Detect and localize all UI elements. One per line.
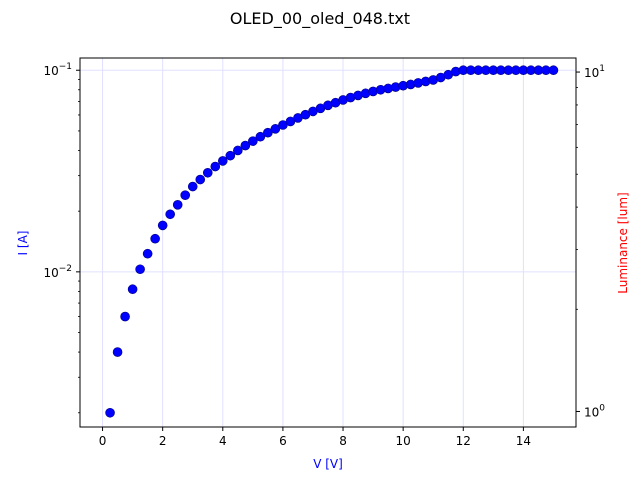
data-point bbox=[210, 161, 221, 172]
chart-title: OLED_00_oled_048.txt bbox=[230, 9, 410, 29]
y-axis-label: I [A] bbox=[16, 231, 30, 256]
data-point bbox=[150, 233, 160, 244]
y-axis-label-right: Luminance [lum] bbox=[616, 192, 630, 293]
data-point bbox=[548, 65, 559, 76]
data-point bbox=[248, 136, 258, 146]
data-point bbox=[172, 200, 183, 210]
x-tick-label: 14 bbox=[516, 434, 531, 448]
data-point bbox=[105, 407, 115, 418]
data-point bbox=[180, 190, 191, 200]
x-tick-label: 8 bbox=[339, 434, 347, 448]
x-tick-label: 10 bbox=[396, 434, 411, 448]
x-tick-label: 4 bbox=[219, 434, 227, 448]
data-point bbox=[270, 124, 281, 134]
data-point bbox=[142, 248, 153, 259]
data-point bbox=[233, 145, 243, 156]
data-point bbox=[165, 209, 175, 220]
plot-frame bbox=[79, 57, 577, 428]
data-point bbox=[135, 264, 145, 275]
data-points bbox=[105, 65, 559, 418]
x-tick-label: 2 bbox=[159, 434, 167, 448]
x-axis-label: V [V] bbox=[313, 457, 343, 471]
data-point bbox=[240, 140, 251, 151]
data-point bbox=[255, 131, 266, 142]
data-point bbox=[112, 347, 123, 357]
data-point bbox=[195, 174, 206, 185]
x-tick-label: 6 bbox=[279, 434, 287, 448]
data-point bbox=[120, 311, 130, 322]
data-point bbox=[127, 284, 138, 295]
data-point bbox=[157, 220, 168, 231]
data-point bbox=[263, 127, 273, 138]
data-point bbox=[217, 156, 228, 166]
x-tick-label: 12 bbox=[456, 434, 471, 448]
data-point bbox=[187, 181, 198, 192]
x-axis: 0 2 4 6 8 10 12 14 bbox=[99, 427, 531, 448]
data-point bbox=[202, 167, 213, 178]
x-tick-label: 0 bbox=[99, 434, 107, 448]
data-point bbox=[225, 150, 236, 161]
